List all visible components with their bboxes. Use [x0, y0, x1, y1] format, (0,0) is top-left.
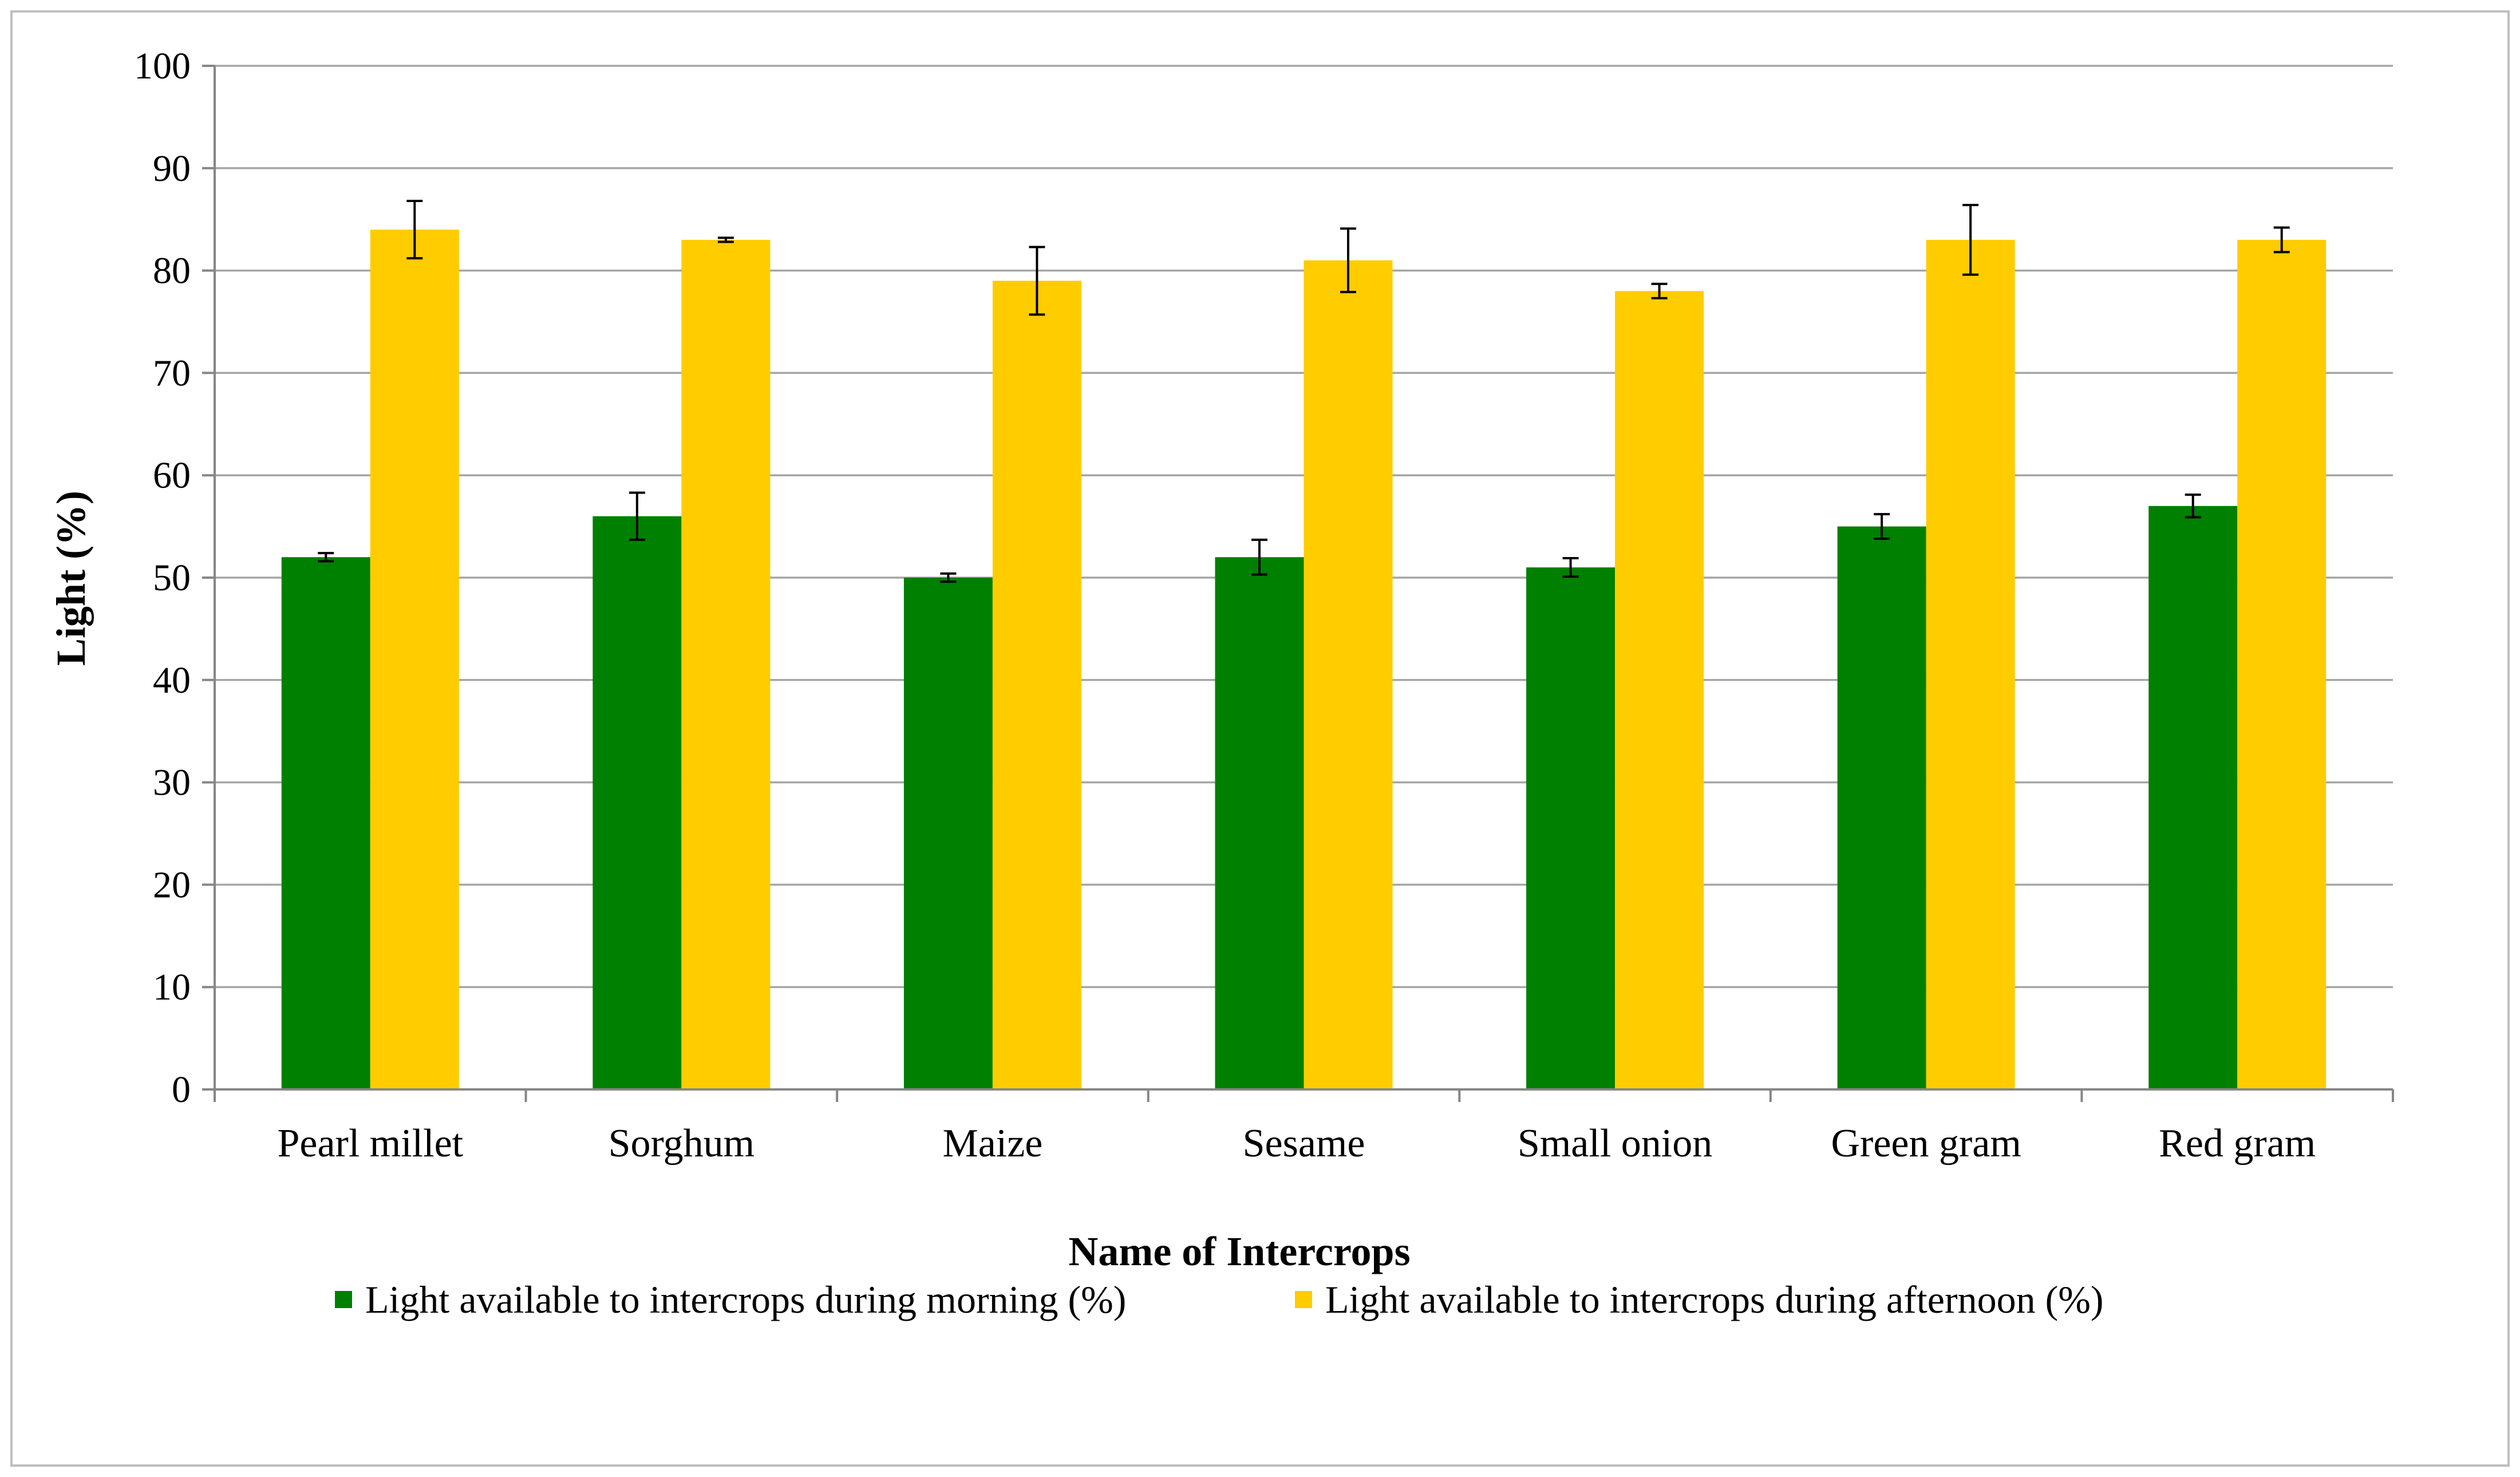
- bar-green-gram-morning: [1837, 526, 1926, 1089]
- x-tick-label: Pearl millet: [277, 1121, 463, 1166]
- bar-green-gram-afternoon: [1926, 239, 2015, 1090]
- x-tick-label: Green gram: [1831, 1121, 2021, 1166]
- error-bar-small-onion-afternoon: [1651, 282, 1668, 299]
- bar-pearl-millet-morning: [281, 557, 370, 1089]
- y-tick-label: 40: [153, 659, 191, 701]
- error-bar-pearl-millet-afternoon: [406, 200, 423, 260]
- bar-red-gram-morning: [2148, 506, 2238, 1089]
- y-tick-label: 80: [153, 250, 191, 292]
- x-tick-label: Sorghum: [609, 1121, 755, 1166]
- y-tick-label: 50: [153, 557, 191, 599]
- legend: Light available to intercrops during mor…: [335, 1278, 2104, 1321]
- error-bar-red-gram-afternoon: [2273, 226, 2290, 254]
- y-tick-label: 0: [172, 1069, 191, 1111]
- y-tick-labels: 0 10 20 30 40 50 60 70 80 90 100: [134, 45, 191, 1111]
- bar-small-onion-morning: [1526, 567, 1616, 1089]
- bar-maize-afternoon: [992, 281, 1081, 1090]
- bar-sesame-morning: [1215, 557, 1304, 1089]
- bar-sesame-afternoon: [1304, 260, 1393, 1090]
- y-tick-label: 70: [153, 352, 191, 394]
- bar-sorghum-afternoon: [681, 239, 771, 1090]
- bar-sorghum-morning: [593, 516, 682, 1089]
- legend-label-morning: Light available to intercrops during mor…: [365, 1278, 1126, 1321]
- y-tick-label: 20: [153, 864, 191, 906]
- error-bar-maize-morning: [940, 572, 957, 583]
- legend-label-afternoon: Light available to intercrops during aft…: [1325, 1278, 2104, 1321]
- error-bar-maize-afternoon: [1029, 246, 1045, 316]
- bar-pearl-millet-afternoon: [370, 230, 459, 1090]
- gridlines: [215, 65, 2393, 988]
- axes: [202, 65, 2394, 1102]
- error-bar-green-gram-afternoon: [1962, 204, 1979, 276]
- error-bar-sesame-afternoon: [1340, 227, 1356, 294]
- y-tick-label: 10: [153, 966, 191, 1008]
- y-tick-label: 30: [153, 762, 191, 804]
- x-axis-title: Name of Intercrops: [1068, 1229, 1410, 1274]
- y-axis-title: Light (%): [48, 491, 94, 666]
- bar-maize-morning: [903, 578, 993, 1089]
- error-bar-green-gram-morning: [1874, 513, 1890, 540]
- error-bar-sorghum-afternoon: [717, 236, 734, 243]
- bar-small-onion-afternoon: [1615, 291, 1704, 1089]
- x-tick-label: Sesame: [1243, 1121, 1365, 1166]
- y-tick-label: 60: [153, 455, 191, 496]
- x-tick-label: Small onion: [1518, 1121, 1712, 1166]
- error-bars: [318, 200, 2290, 583]
- x-tick-label: Red gram: [2159, 1121, 2316, 1166]
- legend-swatch-afternoon: [1295, 1291, 1312, 1308]
- y-tick-label: 100: [134, 45, 191, 87]
- y-tick-label: 90: [153, 148, 191, 189]
- error-bar-pearl-millet-morning: [318, 552, 334, 563]
- bar-red-gram-afternoon: [2237, 239, 2327, 1090]
- error-bar-sesame-morning: [1251, 538, 1267, 576]
- legend-swatch-morning: [335, 1291, 352, 1308]
- x-tick-label: Maize: [942, 1121, 1042, 1166]
- x-tick-labels: Pearl millet Sorghum Maize Sesame Small onio…: [277, 1121, 2316, 1166]
- error-bar-sorghum-morning: [629, 491, 645, 541]
- error-bar-small-onion-morning: [1562, 557, 1579, 578]
- error-bar-red-gram-morning: [2185, 493, 2201, 519]
- bars: [281, 230, 2327, 1090]
